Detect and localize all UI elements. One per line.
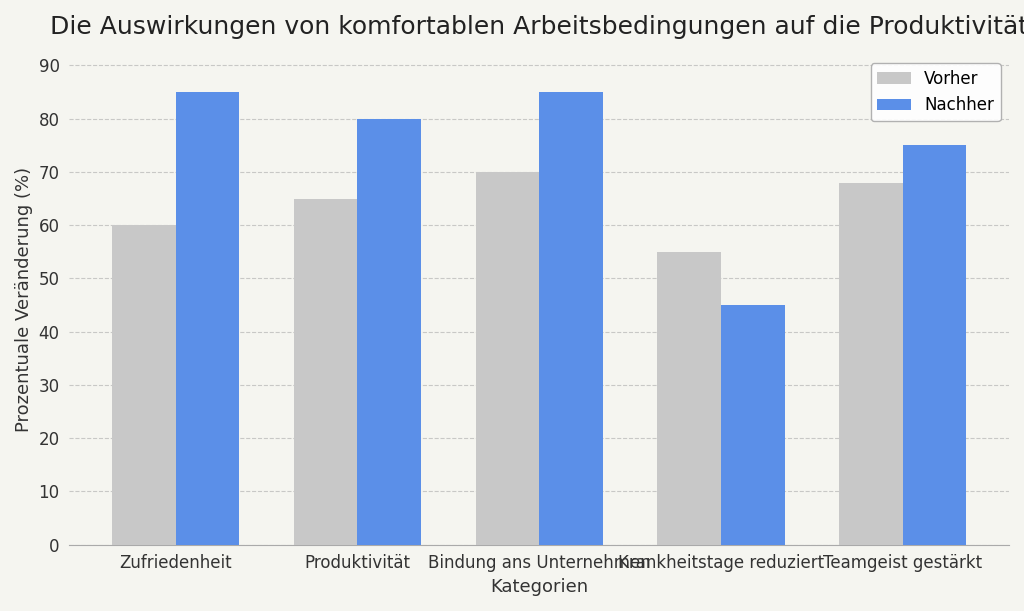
Bar [294,199,357,545]
Bar [657,252,721,545]
X-axis label: Kategorien: Kategorien [490,578,588,596]
Legend: Vorher, Nachher: Vorher, Nachher [870,63,1000,121]
Title: Die Auswirkungen von komfortablen Arbeitsbedingungen auf die Produktivität: Die Auswirkungen von komfortablen Arbeit… [50,15,1024,39]
Bar [903,145,967,545]
Bar [112,225,176,545]
Bar [839,183,903,545]
Bar [475,172,540,545]
Y-axis label: Prozentuale Veränderung (%): Prozentuale Veränderung (%) [15,167,33,433]
Bar [176,92,240,545]
Bar [357,119,421,545]
Bar [721,305,784,545]
Bar [540,92,603,545]
